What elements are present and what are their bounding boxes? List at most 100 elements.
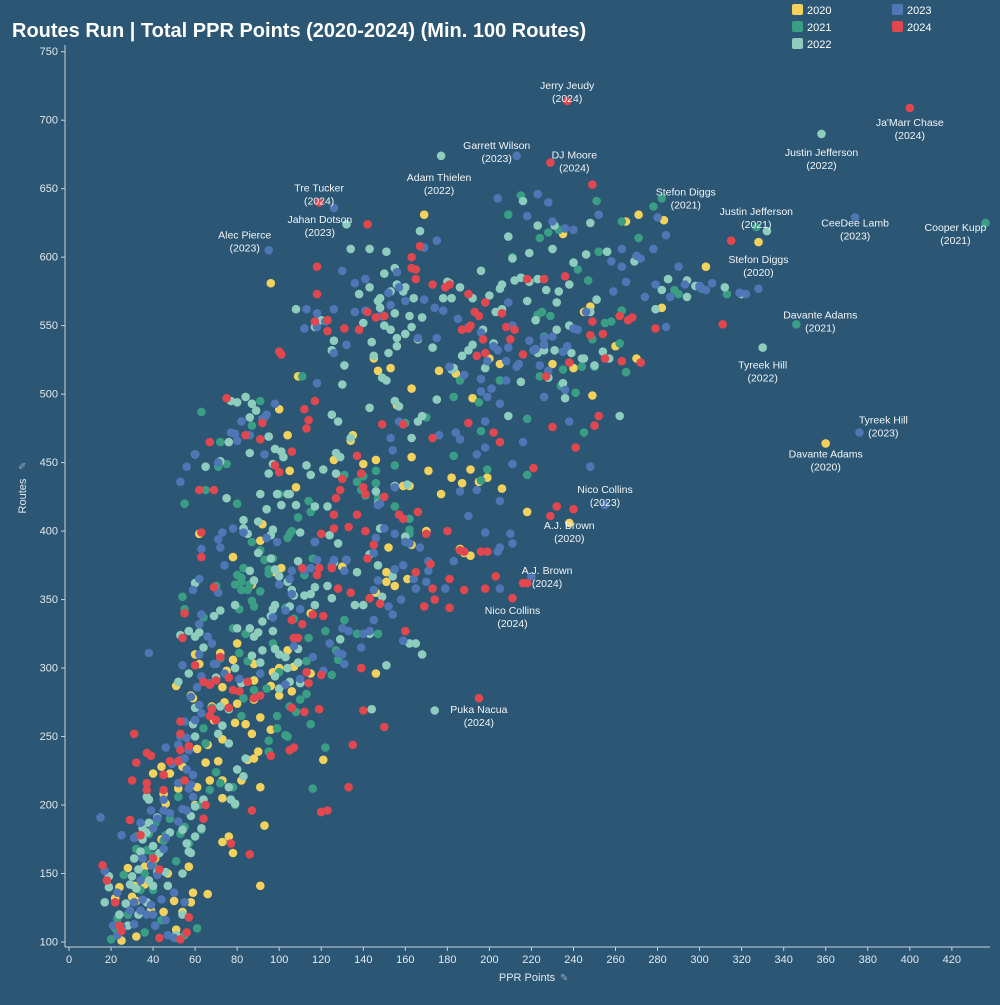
data-point-2024[interactable] (127, 776, 137, 785)
legend-label-2024[interactable]: 2024 (907, 22, 931, 34)
data-point-2021[interactable] (216, 778, 225, 788)
data-point-2020[interactable] (188, 888, 198, 897)
data-point-2024[interactable] (245, 850, 255, 859)
data-point-2022[interactable] (565, 280, 574, 289)
data-point-2023[interactable] (565, 417, 574, 426)
data-point-2023[interactable] (361, 274, 370, 284)
data-point-2024[interactable] (159, 785, 168, 795)
data-point-2021[interactable] (670, 285, 679, 295)
data-point-2023[interactable] (390, 529, 400, 539)
data-point-2024[interactable] (623, 315, 633, 325)
data-point-2023[interactable] (312, 378, 322, 388)
data-point-2021[interactable] (192, 924, 202, 933)
data-point-2024[interactable] (401, 626, 410, 636)
data-point-2022[interactable] (178, 825, 187, 834)
data-point-2022[interactable] (560, 393, 570, 403)
data-point-2021[interactable] (216, 437, 225, 447)
data-point-2022[interactable] (388, 572, 398, 581)
data-point-2020[interactable] (466, 551, 475, 560)
data-point-2024[interactable] (148, 854, 158, 863)
data-point-2023[interactable] (270, 399, 280, 409)
data-point-2023[interactable] (476, 328, 486, 337)
data-point-2024[interactable] (316, 529, 326, 539)
data-point-2022[interactable] (216, 606, 225, 615)
data-point-2020[interactable] (419, 210, 429, 219)
data-point-2022[interactable] (268, 604, 278, 614)
data-point-2024[interactable] (222, 393, 231, 403)
data-point-2023[interactable] (136, 876, 145, 885)
data-point-2021[interactable] (239, 693, 248, 703)
data-point-2021[interactable] (199, 724, 208, 733)
data-point-2023[interactable] (125, 906, 135, 915)
data-point-2023[interactable] (483, 356, 492, 366)
data-point-2024[interactable] (464, 418, 473, 428)
data-point-2021[interactable] (583, 276, 593, 285)
data-point-2024[interactable] (270, 461, 280, 470)
data-point-2022[interactable] (277, 500, 286, 510)
data-point-2020[interactable] (228, 655, 238, 665)
data-point-2023[interactable] (432, 236, 442, 245)
data-point-2023[interactable] (308, 652, 318, 662)
data-point-2022[interactable] (518, 196, 528, 206)
data-point-2020[interactable] (287, 687, 297, 696)
data-point-2022[interactable] (386, 325, 395, 335)
data-point-2022[interactable] (567, 348, 576, 358)
data-point-2024[interactable] (180, 609, 189, 618)
data-point-2022[interactable] (293, 556, 303, 566)
data-point-2022[interactable] (190, 832, 200, 841)
data-point-2024[interactable] (371, 313, 381, 322)
data-point-2022[interactable] (319, 465, 328, 474)
data-point-2022[interactable] (329, 336, 339, 346)
data-point-2022[interactable] (468, 340, 477, 350)
data-point-2023[interactable] (609, 287, 618, 296)
data-point-2024[interactable] (354, 325, 364, 335)
data-point-2023[interactable] (539, 340, 549, 350)
data-point-2023[interactable] (539, 333, 549, 343)
data-point-2023[interactable] (480, 443, 490, 452)
data-point-2023[interactable] (695, 281, 704, 291)
data-point-2022[interactable] (373, 296, 383, 306)
data-point-2022[interactable] (239, 772, 248, 781)
data-point-2022[interactable] (377, 373, 387, 383)
data-point-2022[interactable] (350, 600, 360, 610)
data-point-2021[interactable] (649, 202, 658, 211)
data-point-2024[interactable] (443, 526, 452, 536)
data-point-2023[interactable] (493, 346, 503, 355)
data-point-2023[interactable] (455, 435, 465, 444)
data-point-2024[interactable] (356, 469, 366, 478)
data-point-2024[interactable] (380, 492, 389, 502)
data-point-2023[interactable] (487, 384, 496, 393)
data-point-2022[interactable] (417, 313, 427, 322)
data-point-2022[interactable] (270, 565, 280, 574)
data-point-2023[interactable] (514, 359, 524, 369)
data-point-2021[interactable] (504, 210, 513, 219)
data-point-2022[interactable] (264, 432, 274, 441)
data-point-2024[interactable] (426, 559, 435, 569)
data-point-2024[interactable] (422, 529, 431, 539)
data-point-2022[interactable] (346, 244, 356, 254)
data-point-2020[interactable] (255, 782, 265, 792)
data-point-2022[interactable] (552, 325, 561, 335)
data-point-2024[interactable] (560, 272, 570, 281)
data-point-2024[interactable] (205, 711, 215, 721)
data-point-2022[interactable] (581, 250, 591, 259)
data-point-2022[interactable] (125, 880, 135, 889)
data-point-2021[interactable] (522, 470, 532, 480)
data-point-2024[interactable] (142, 785, 152, 795)
data-point-2020[interactable] (390, 581, 400, 591)
data-point-2024[interactable] (546, 158, 555, 167)
data-point-2023[interactable] (369, 585, 379, 595)
data-point-2020[interactable] (821, 439, 830, 448)
data-point-2024[interactable] (142, 778, 152, 788)
data-point-2024[interactable] (312, 289, 322, 299)
data-point-2022[interactable] (323, 502, 332, 511)
data-point-2023[interactable] (398, 561, 408, 570)
data-point-2020[interactable] (466, 465, 475, 474)
data-point-2023[interactable] (192, 682, 202, 692)
data-point-2023[interactable] (329, 348, 339, 358)
data-point-2022[interactable] (224, 739, 234, 748)
data-point-2024[interactable] (312, 262, 322, 272)
data-point-2022[interactable] (447, 293, 456, 303)
data-point-2024[interactable] (491, 572, 501, 581)
data-point-2024[interactable] (165, 756, 175, 766)
